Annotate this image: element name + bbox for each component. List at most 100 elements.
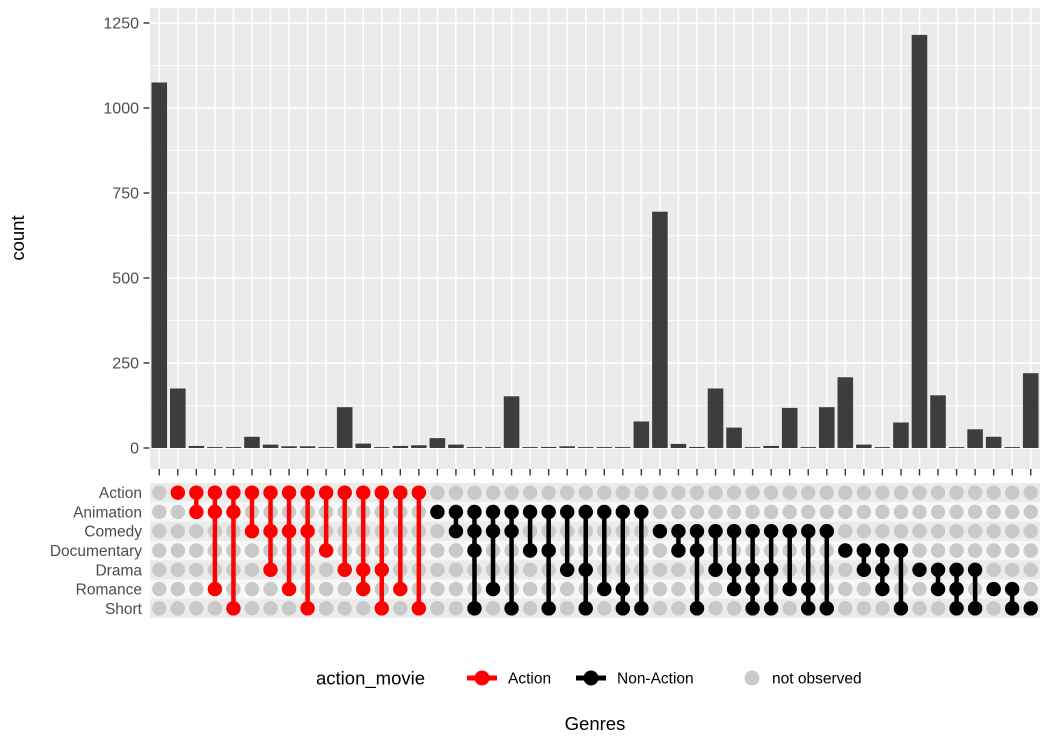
matrix-dot-member xyxy=(337,485,352,500)
matrix-dot-not-observed xyxy=(912,581,927,597)
bar xyxy=(336,407,353,448)
matrix-dot-not-observed xyxy=(559,485,575,500)
matrix-dot-not-observed xyxy=(986,524,1001,539)
matrix-row-stripe xyxy=(150,560,1040,580)
matrix-dot-member xyxy=(597,504,612,520)
matrix-dot-not-observed xyxy=(597,601,612,616)
bar xyxy=(559,446,575,448)
bar xyxy=(1004,447,1020,448)
matrix-dot-member xyxy=(559,504,575,520)
legend-title: action_movie xyxy=(316,668,425,690)
matrix-dot-not-observed xyxy=(949,524,964,539)
matrix-dot-member xyxy=(912,562,927,577)
matrix-dot-member xyxy=(652,524,668,539)
matrix-dot-member xyxy=(263,485,278,500)
matrix-dot-not-observed xyxy=(430,543,445,558)
matrix-dot-member xyxy=(782,581,797,597)
bar xyxy=(930,395,946,448)
matrix-dot-member xyxy=(374,601,389,616)
matrix-dot-member xyxy=(207,504,223,520)
matrix-dot-not-observed xyxy=(819,485,834,500)
matrix-dot-not-observed xyxy=(448,581,464,597)
legend-key-dot xyxy=(744,670,760,686)
matrix-dot-not-observed xyxy=(930,543,946,558)
matrix-dot-member xyxy=(708,524,723,539)
matrix-dot-member xyxy=(930,562,946,577)
matrix-dot-member xyxy=(615,601,631,616)
matrix-dot-not-observed xyxy=(170,581,186,597)
matrix-dot-member xyxy=(170,485,186,500)
matrix-dot-not-observed xyxy=(189,524,204,539)
matrix-dot-not-observed xyxy=(152,485,167,500)
matrix-dot-member xyxy=(244,524,260,539)
bar xyxy=(188,445,205,448)
matrix-dot-not-observed xyxy=(912,543,927,558)
matrix-dot-not-observed xyxy=(318,581,334,597)
matrix-dot-not-observed xyxy=(763,504,779,520)
matrix-dot-not-observed xyxy=(912,601,927,616)
matrix-dot-not-observed xyxy=(671,581,686,597)
matrix-dot-not-observed xyxy=(708,601,723,616)
matrix-dot-not-observed xyxy=(244,562,260,577)
y-tick-label: 750 xyxy=(112,186,139,203)
matrix-dot-not-observed xyxy=(1023,581,1038,597)
matrix-dot-member xyxy=(281,524,297,539)
bar xyxy=(726,427,742,448)
matrix-row-label: Action xyxy=(99,485,142,502)
matrix-dot-member xyxy=(189,504,204,520)
matrix-dot-member xyxy=(1004,581,1020,597)
bar xyxy=(837,377,854,448)
bar xyxy=(948,447,965,448)
x-axis-title: Genres xyxy=(565,713,626,734)
matrix-dot-not-observed xyxy=(856,581,872,597)
y-axis-title: count xyxy=(7,215,28,260)
matrix-dot-not-observed xyxy=(745,485,760,500)
matrix-dot-member xyxy=(615,504,631,520)
matrix-row-stripe xyxy=(150,598,1040,618)
matrix-dot-member xyxy=(875,562,890,577)
matrix-dot-member xyxy=(467,601,482,616)
matrix-dot-not-observed xyxy=(337,581,352,597)
matrix-dot-member xyxy=(393,485,408,500)
matrix-dot-not-observed xyxy=(1004,504,1020,520)
matrix-dot-not-observed xyxy=(967,504,983,520)
matrix-row-label: Romance xyxy=(76,582,142,599)
matrix-dot-not-observed xyxy=(281,601,297,616)
matrix-dot-member xyxy=(875,543,890,558)
bar xyxy=(967,429,983,448)
matrix-row-label: Animation xyxy=(73,504,142,521)
matrix-dot-not-observed xyxy=(819,504,834,520)
matrix-dot-member xyxy=(226,601,241,616)
matrix-dot-member xyxy=(559,562,575,577)
matrix-dot-member xyxy=(467,504,482,520)
matrix-dot-not-observed xyxy=(801,485,816,500)
matrix-dot-not-observed xyxy=(652,504,668,520)
bar xyxy=(225,447,242,448)
matrix-dot-not-observed xyxy=(856,524,872,539)
matrix-dot-not-observed xyxy=(875,601,890,616)
matrix-dot-member xyxy=(634,601,649,616)
matrix-dot-not-observed xyxy=(930,504,946,520)
matrix-dot-not-observed xyxy=(170,543,186,558)
matrix-dot-member xyxy=(578,601,593,616)
matrix-dot-member xyxy=(189,485,204,500)
matrix-dot-not-observed xyxy=(949,543,964,558)
bar xyxy=(577,447,594,448)
matrix-dot-not-observed xyxy=(856,485,872,500)
matrix-dot-member xyxy=(745,562,760,577)
matrix-dot-not-observed xyxy=(318,562,334,577)
matrix-dot-member xyxy=(448,504,464,520)
matrix-dot-member xyxy=(522,543,538,558)
matrix-dot-member xyxy=(504,601,519,616)
bar xyxy=(373,447,390,448)
matrix-dot-not-observed xyxy=(930,485,946,500)
matrix-dot-member xyxy=(374,485,389,500)
matrix-dot-not-observed xyxy=(152,601,167,616)
matrix-dot-member xyxy=(967,601,983,616)
matrix-dot-not-observed xyxy=(912,524,927,539)
matrix-dot-not-observed xyxy=(782,601,797,616)
matrix-dot-not-observed xyxy=(244,581,260,597)
matrix-dot-not-observed xyxy=(912,504,927,520)
bar xyxy=(670,443,687,448)
matrix-dot-member xyxy=(281,485,297,500)
